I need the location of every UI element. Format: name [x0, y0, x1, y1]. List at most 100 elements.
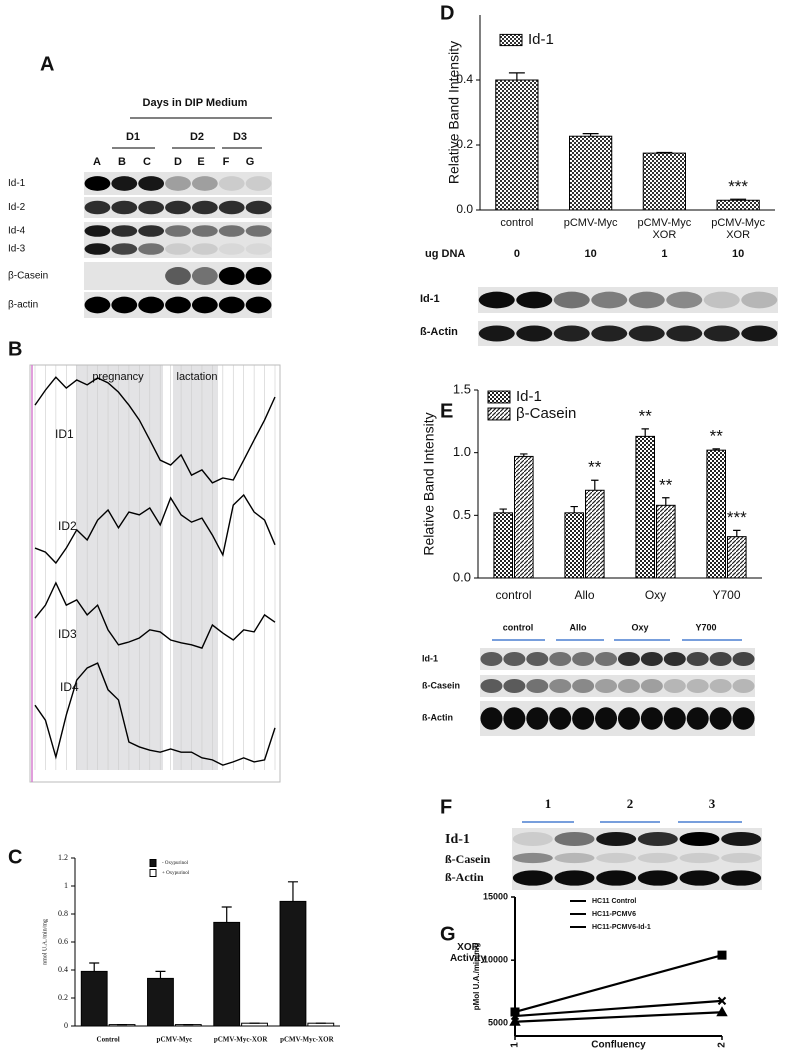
shaded-region: [173, 365, 218, 770]
blot-band: [480, 678, 503, 694]
blot-band: [245, 225, 272, 237]
blot-band: [480, 651, 503, 667]
blot-band: [111, 176, 138, 191]
row-label: ß-Actin: [422, 712, 453, 722]
blot-band: [686, 651, 709, 667]
lane-label: C: [143, 156, 151, 168]
series-line: [34, 581, 276, 649]
lane-label: G: [246, 156, 255, 168]
blot-band: [516, 325, 553, 342]
row-label: Id-2: [8, 202, 26, 213]
error-bar: [287, 881, 298, 902]
blot-band: [640, 651, 663, 667]
blot-band: [709, 678, 732, 694]
significance: ***: [727, 508, 747, 527]
annotation: pregnancy: [92, 371, 144, 383]
lane-label: E: [197, 156, 204, 168]
blot-band: [138, 225, 165, 237]
series-label: ID3: [58, 627, 77, 641]
row-label: ß-Casein: [445, 852, 491, 866]
blot-band: [245, 243, 272, 255]
blot-band: [191, 200, 218, 215]
panel-label: B: [8, 338, 22, 360]
x-tick-label: pCMV-Myc-XOR: [214, 1036, 268, 1044]
row-label: Id-1: [422, 653, 438, 663]
group-label: 3: [709, 796, 716, 811]
error-bar: [656, 151, 673, 154]
x-tick-label: control: [495, 588, 531, 602]
bar: [80, 970, 108, 1027]
blot-band: [84, 225, 111, 237]
series-label: ID4: [60, 680, 79, 694]
blot-band: [628, 325, 665, 342]
blot-band: [595, 651, 618, 667]
x-axis-label: Confluency: [591, 1040, 646, 1050]
row-label: Id-3: [8, 244, 26, 255]
error-bar: [508, 72, 525, 80]
blot-band: [732, 651, 755, 667]
row-label: β-actin: [8, 300, 38, 311]
blot-band: [553, 291, 590, 309]
blot-band: [703, 325, 740, 342]
x-tick-label: Allo: [574, 588, 594, 602]
lane-label: A: [93, 156, 101, 168]
series-line: [34, 493, 276, 565]
blot-band: [191, 176, 218, 191]
blot-band: [480, 707, 503, 730]
blot-band: [637, 870, 678, 886]
significance: **: [588, 458, 602, 477]
blot-band: [679, 852, 720, 864]
blot-band: [218, 176, 245, 191]
blot-band: [572, 651, 595, 667]
blot-band: [549, 678, 572, 694]
group-label: Allo: [570, 622, 588, 632]
blot-band: [191, 296, 218, 314]
blot-strip: [480, 701, 755, 736]
blot-band: [138, 243, 165, 255]
legend-label: HC11-PCMV6: [592, 911, 636, 918]
y-tick-label: 0.0: [456, 202, 473, 216]
plot-frame: [29, 364, 281, 783]
blot-band: [165, 176, 191, 191]
blot-band: [84, 296, 111, 314]
error-bar: [730, 198, 747, 201]
group-label: 2: [627, 796, 634, 811]
error-bar: [155, 970, 166, 979]
blot-band: [478, 291, 515, 309]
panel-label: C: [8, 846, 22, 868]
lane-label: F: [223, 156, 230, 168]
y-tick-label: 0.5: [453, 507, 471, 522]
blot-band: [679, 870, 720, 886]
blot-band: [191, 267, 218, 285]
blot-band: [721, 870, 762, 886]
blot-band: [591, 325, 628, 342]
x-tick-label: Control: [97, 1036, 120, 1044]
y-tick-label: 1: [64, 881, 68, 890]
blot-band: [549, 651, 572, 667]
blot-band: [709, 707, 732, 730]
bar: [213, 921, 241, 1027]
blot-band: [591, 291, 628, 309]
blot-band: [640, 678, 663, 694]
blot-band: [84, 243, 111, 255]
series-label: ID2: [58, 519, 77, 533]
series-line: [514, 999, 723, 1018]
blot-band: [617, 678, 640, 694]
row-label: ß-Actin: [445, 870, 484, 884]
y-tick-label: 0.4: [456, 72, 473, 86]
blot-band: [111, 296, 138, 314]
blot-band: [218, 296, 245, 314]
blot-band: [686, 707, 709, 730]
blot-band: [721, 852, 762, 864]
x-tick-label: 1: [510, 1042, 521, 1048]
blot-band: [709, 651, 732, 667]
bar: [493, 512, 514, 579]
error-bar: [582, 133, 599, 137]
row-label: β-Casein: [8, 271, 48, 282]
legend-label: HC11-PCMV6-Id-1: [592, 924, 651, 931]
y-tick-label: 0.2: [456, 137, 473, 151]
lane-label: D: [174, 156, 182, 168]
legend-label: Id-1: [528, 31, 554, 48]
